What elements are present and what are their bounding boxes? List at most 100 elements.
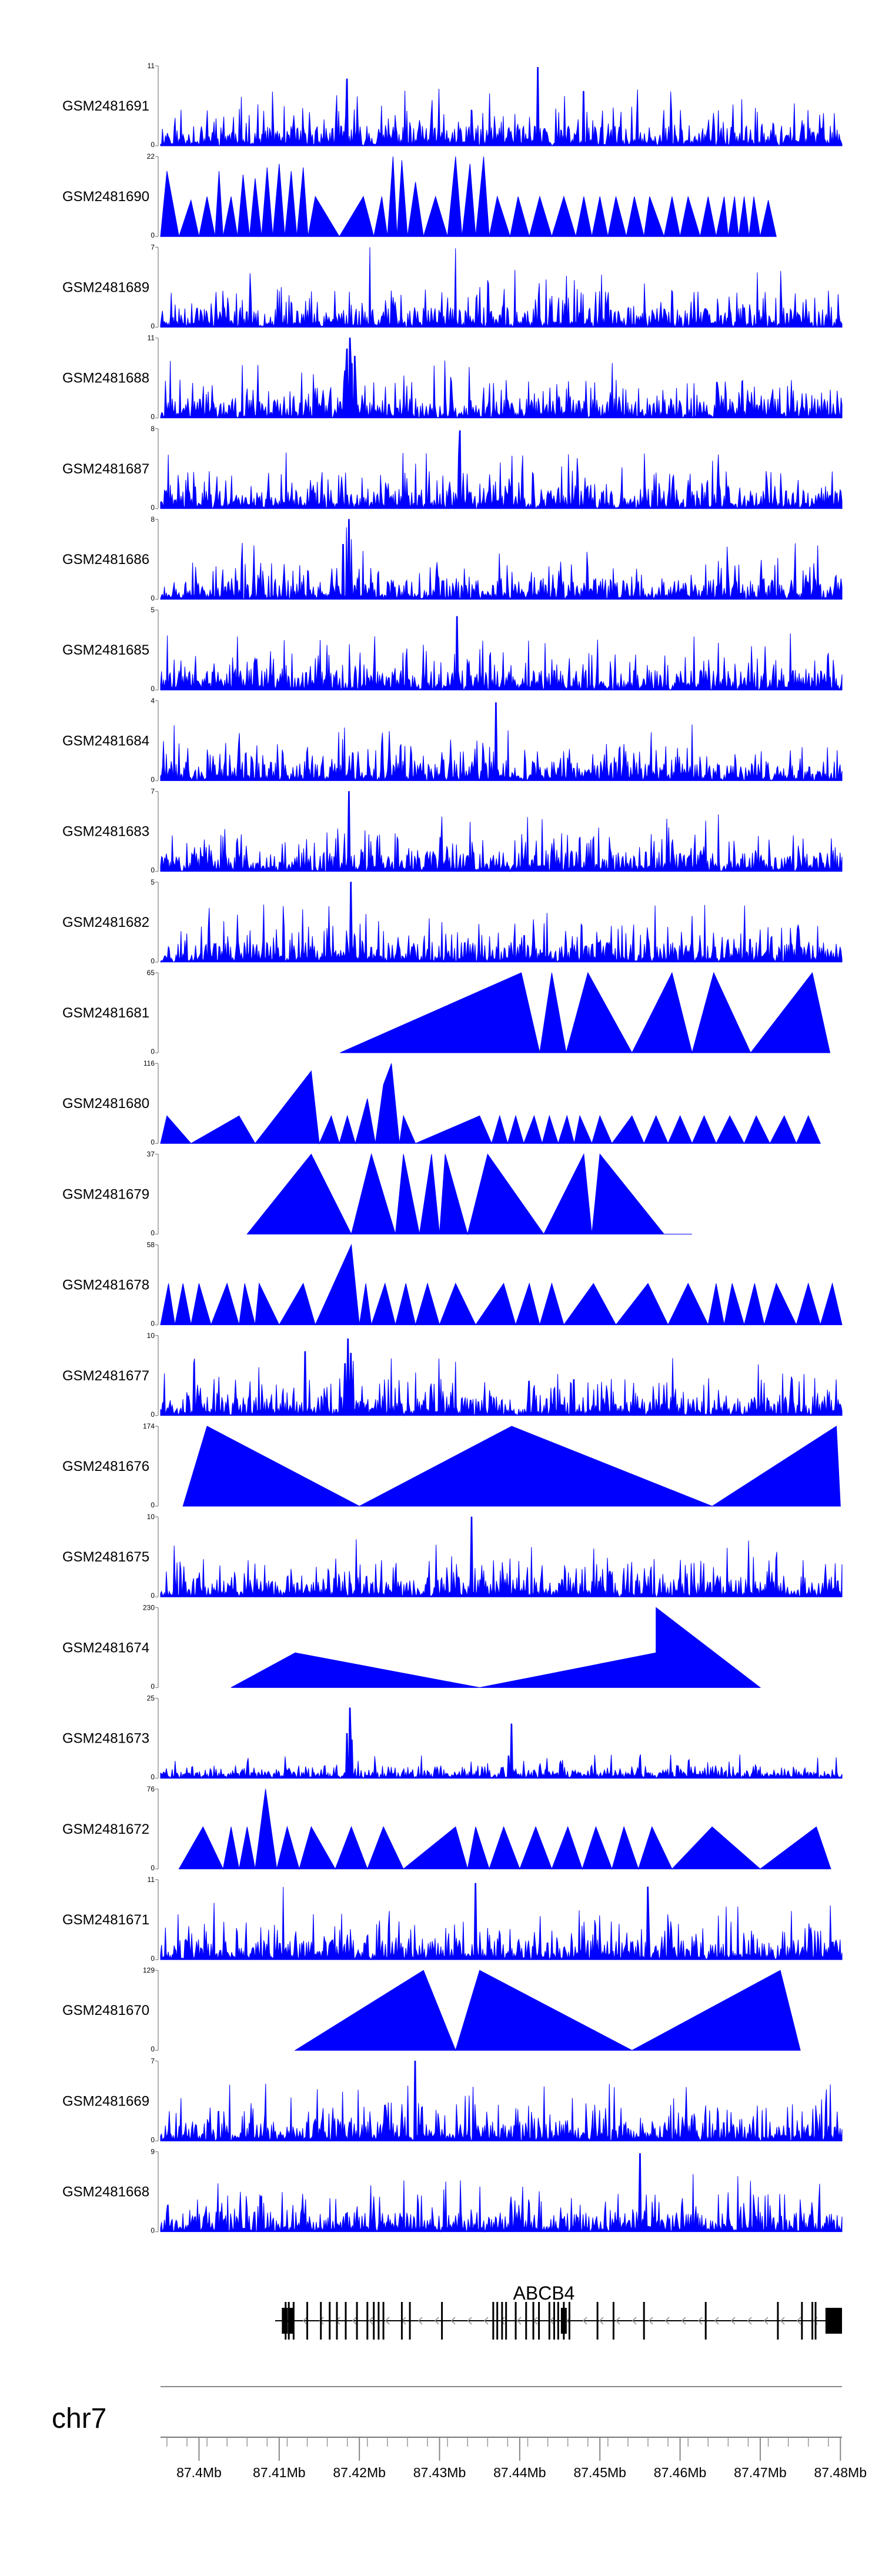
exon	[501, 2302, 503, 2340]
coverage-area	[160, 1707, 843, 1780]
y-axis-max-label: 11	[148, 1876, 155, 1884]
y-axis-max-label: 9	[151, 2148, 155, 2156]
coverage-area	[160, 1063, 821, 1145]
strand-arrow	[664, 2317, 670, 2325]
exon	[366, 2302, 369, 2340]
coverage-area	[178, 1788, 831, 1870]
y-axis-min-label: 0	[151, 1501, 155, 1509]
track-GSM2481676: GSM2481676 174 0	[62, 1422, 841, 1509]
y-axis-max-label: 37	[147, 1150, 155, 1158]
exon-thick	[288, 2308, 295, 2334]
track-label: GSM2481687	[62, 461, 149, 477]
strand-arrow	[599, 2317, 604, 2325]
coverage-area	[160, 791, 843, 873]
tick-label: 87.42Mb	[333, 2465, 386, 2480]
strand-arrow	[368, 2317, 373, 2325]
track-label: GSM2481681	[62, 1005, 149, 1021]
coverage-area	[160, 338, 843, 419]
exon	[553, 2302, 555, 2340]
strand-arrows	[286, 2317, 834, 2325]
y-axis-max-label: 25	[147, 1694, 155, 1703]
y-axis-min-label: 0	[151, 1047, 155, 1056]
y-axis-max-label: 4	[151, 696, 155, 705]
exon-utr-block	[828, 2308, 842, 2334]
track-label: GSM2481676	[62, 1459, 149, 1474]
tick-label: 87.41Mb	[253, 2465, 306, 2480]
track-label: GSM2481690	[62, 189, 149, 205]
y-axis-min-label: 0	[151, 685, 155, 693]
tick-label: 87.4Mb	[176, 2465, 222, 2480]
coverage-tracks: GSM2481691110GSM2481690220GSM248168970GS…	[62, 62, 843, 2235]
exon	[336, 2302, 338, 2340]
exon	[801, 2302, 803, 2340]
exon	[400, 2302, 403, 2340]
y-axis-min-label: 0	[151, 1410, 155, 1419]
y-axis-max-label: 11	[148, 62, 155, 70]
y-axis-min-label: 0	[151, 775, 155, 783]
track-label: GSM2481684	[62, 733, 149, 749]
track-label: GSM2481674	[62, 1640, 149, 1656]
tick-label: 87.46Mb	[654, 2465, 707, 2480]
gene-model: ABCB4	[275, 2283, 842, 2340]
strand-arrow	[697, 2317, 703, 2325]
track-label: GSM2481689	[62, 279, 149, 295]
exon	[306, 2302, 309, 2340]
track-label: GSM2481678	[62, 1277, 149, 1293]
coverage-area	[160, 702, 843, 782]
track-GSM2481680: GSM2481680 116 0	[62, 1059, 821, 1146]
track-label: GSM2481673	[62, 1731, 149, 1747]
exon	[496, 2302, 499, 2340]
track-GSM2481687: GSM2481687 8 0	[62, 425, 843, 512]
exon	[356, 2302, 358, 2340]
exon	[441, 2302, 443, 2340]
exon	[329, 2302, 331, 2340]
track-GSM2481673: GSM2481673 25 0	[62, 1694, 843, 1781]
exon-thick	[282, 2308, 288, 2334]
gene-name-label: ABCB4	[513, 2283, 575, 2304]
exon	[320, 2302, 322, 2340]
exon	[532, 2302, 534, 2340]
strand-arrow	[483, 2317, 489, 2325]
y-axis-max-label: 230	[143, 1603, 155, 1611]
exon	[377, 2302, 380, 2340]
strand-arrow	[500, 2317, 505, 2325]
track-label: GSM2481671	[62, 1912, 149, 1928]
track-label: GSM2481682	[62, 915, 149, 930]
exon	[811, 2302, 814, 2340]
exon	[525, 2302, 527, 2340]
tick-label: 87.47Mb	[734, 2465, 787, 2480]
track-label: GSM2481668	[62, 2184, 149, 2200]
track-label: GSM2481672	[62, 1821, 149, 1837]
track-GSM2481691: GSM2481691 11 0	[62, 62, 843, 149]
y-axis-max-label: 22	[147, 152, 155, 161]
track-GSM2481668: GSM2481668 9 0	[62, 2148, 843, 2235]
exon	[814, 2302, 817, 2340]
exon	[514, 2302, 517, 2340]
track-label: GSM2481679	[62, 1186, 149, 1202]
track-label: GSM2481680	[62, 1096, 149, 1112]
strand-arrow	[434, 2317, 439, 2325]
tick-label: 87.48Mb	[814, 2465, 867, 2480]
track-GSM2481679: GSM2481679 37 0	[62, 1150, 692, 1237]
axis-ticks: 87.4Mb 87.41Mb 87.42Mb 87.43Mb 87.44Mb 87.45M…	[166, 2437, 867, 2480]
y-axis-max-label: 76	[147, 1785, 155, 1793]
coverage-area	[230, 1607, 761, 1688]
strand-arrow	[648, 2317, 653, 2325]
y-axis-min-label: 0	[151, 1773, 155, 1781]
strand-arrow	[302, 2317, 308, 2325]
coverage-area	[246, 1153, 692, 1236]
coverage-area	[160, 2153, 843, 2233]
y-axis-max-label: 10	[147, 1332, 155, 1340]
strand-arrow	[780, 2317, 785, 2325]
track-GSM2481677: GSM2481677 10 0	[62, 1332, 843, 1419]
track-GSM2481675: GSM2481675 10 0	[62, 1513, 843, 1600]
y-axis-min-label: 0	[151, 1229, 155, 1237]
exon-thick	[560, 2308, 567, 2334]
strand-arrow	[385, 2317, 390, 2325]
strand-arrow	[747, 2317, 752, 2325]
exons	[282, 2302, 842, 2340]
y-axis-min-label: 0	[151, 866, 155, 875]
coverage-area	[294, 1970, 801, 2051]
tick-label: 87.43Mb	[413, 2465, 466, 2480]
y-axis-min-label: 0	[151, 1591, 155, 1600]
